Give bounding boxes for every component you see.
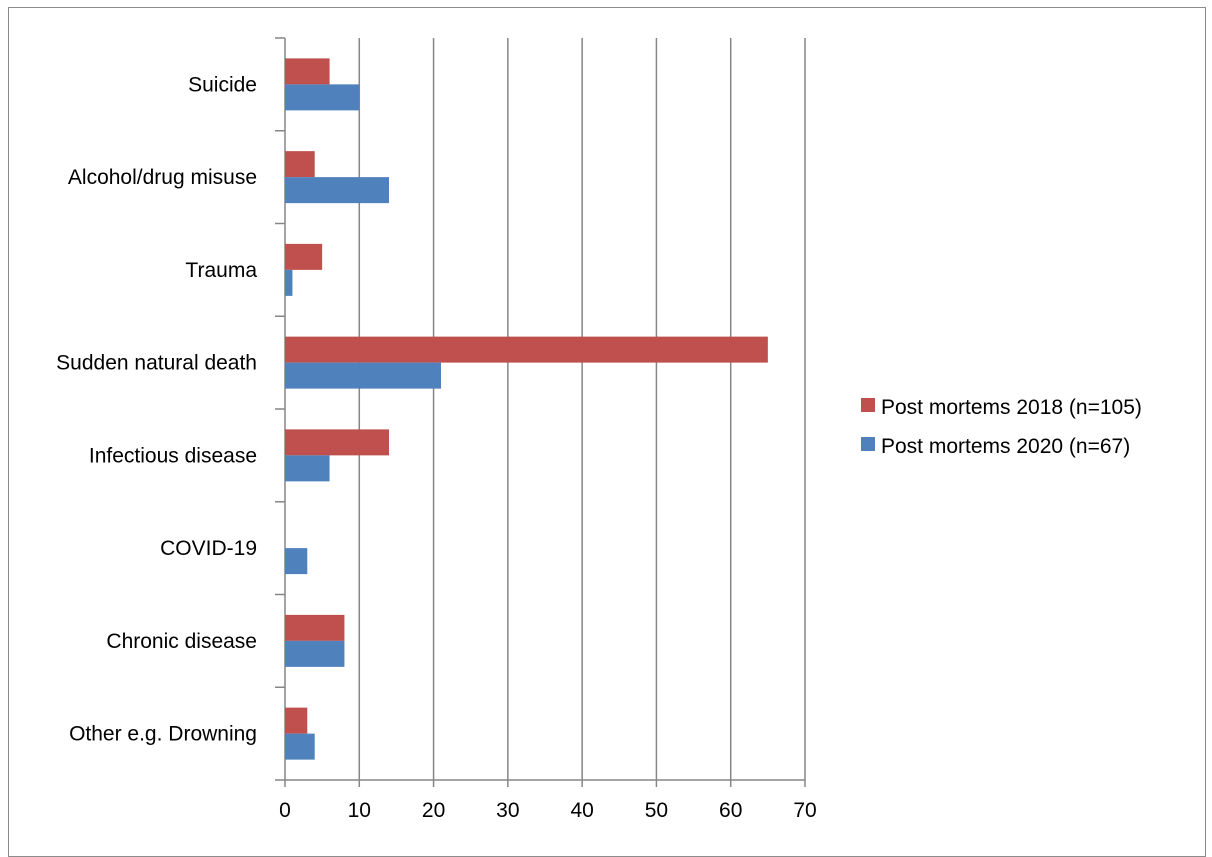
- x-tick-label: 70: [793, 799, 816, 822]
- category-label: Infectious disease: [89, 444, 257, 467]
- category-label: Sudden natural death: [56, 352, 257, 375]
- category-label: Alcohol/drug misuse: [68, 166, 257, 189]
- bar-series-1: [285, 243, 323, 270]
- bar-series-2: [285, 733, 315, 760]
- x-tick-label: 20: [422, 799, 445, 822]
- bar-series-2: [285, 548, 308, 575]
- legend-swatch: [861, 437, 875, 451]
- bar-series-2: [285, 640, 345, 667]
- category-label: Trauma: [185, 259, 257, 282]
- x-tick-label: 40: [570, 799, 593, 822]
- x-tick-label: 50: [645, 799, 668, 822]
- bar-series-2: [285, 84, 360, 111]
- x-tick-label: 10: [348, 799, 371, 822]
- category-label: COVID-19: [160, 537, 257, 560]
- category-label: Chronic disease: [106, 630, 257, 653]
- bar-series-2: [285, 269, 293, 296]
- x-tick-label: 60: [719, 799, 742, 822]
- bar-series-2: [285, 362, 441, 389]
- bar-series-1: [285, 429, 389, 456]
- bar-series-1: [285, 336, 768, 363]
- legend-label: Post mortems 2018 (n=105): [881, 396, 1142, 419]
- bar-series-2: [285, 177, 389, 204]
- bar-series-1: [285, 614, 345, 641]
- x-tick-label: 30: [496, 799, 519, 822]
- bar-series-1: [285, 58, 330, 85]
- chart-frame: [8, 7, 1206, 857]
- legend-label: Post mortems 2020 (n=67): [881, 435, 1130, 458]
- category-label: Other e.g. Drowning: [69, 723, 257, 746]
- bar-series-2: [285, 455, 330, 482]
- legend-swatch: [861, 398, 875, 412]
- bar-series-1: [285, 707, 308, 734]
- x-tick-label: 0: [279, 799, 291, 822]
- bar-series-1: [285, 151, 315, 178]
- category-label: Suicide: [188, 73, 257, 96]
